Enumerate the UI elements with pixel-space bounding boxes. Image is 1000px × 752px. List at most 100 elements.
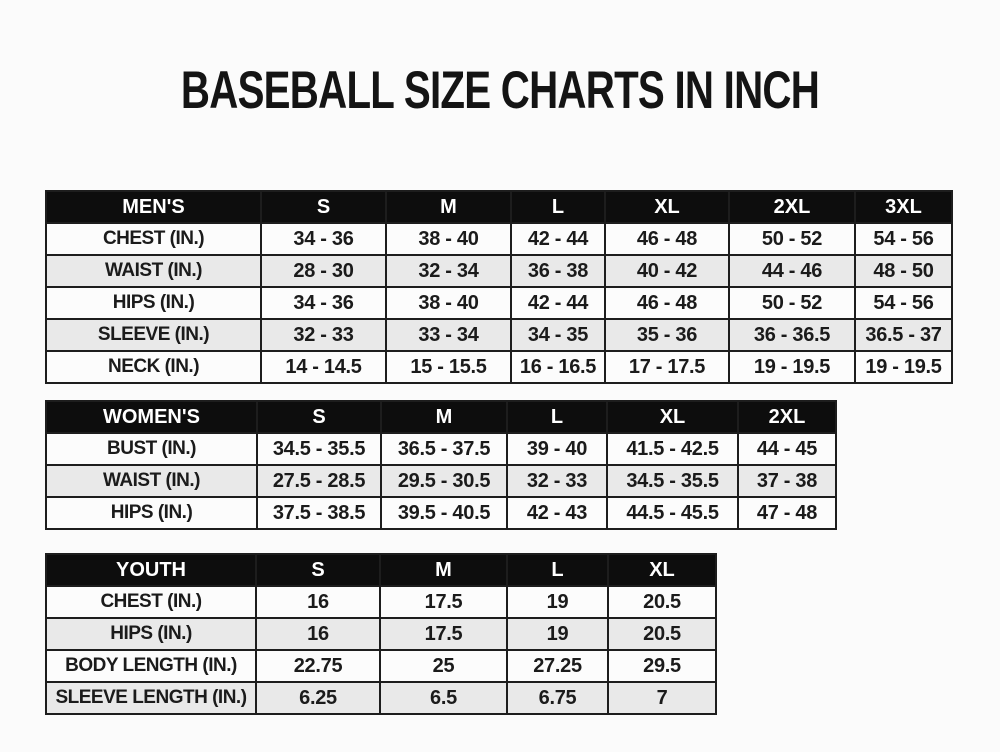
size-column-header: M	[385, 190, 512, 224]
size-value-cell: 19	[506, 617, 609, 651]
size-value-cell: 27.5 - 28.5	[256, 464, 382, 498]
size-column-header: L	[506, 553, 609, 587]
size-value-cell: 7	[607, 681, 717, 715]
table-header-row: WOMEN'S S M L XL 2XL	[45, 400, 837, 434]
womens-size-table: WOMEN'S S M L XL 2XL BUST (IN.) 34.5 - 3…	[45, 400, 837, 530]
table-title-cell: YOUTH	[45, 553, 257, 587]
size-value-cell: 34 - 36	[260, 222, 387, 256]
size-value-cell: 38 - 40	[385, 286, 512, 320]
size-value-cell: 6.25	[255, 681, 381, 715]
size-value-cell: 16 - 16.5	[510, 350, 606, 384]
size-value-cell: 33 - 34	[385, 318, 512, 352]
table-title-cell: WOMEN'S	[45, 400, 258, 434]
table-row: WAIST (IN.) 28 - 30 32 - 34 36 - 38 40 -…	[45, 254, 953, 288]
table-row: CHEST (IN.) 16 17.5 19 20.5	[45, 585, 717, 619]
youth-size-table: YOUTH S M L XL CHEST (IN.) 16 17.5 19 20…	[45, 553, 717, 715]
size-column-header: XL	[604, 190, 730, 224]
size-value-cell: 29.5 - 30.5	[380, 464, 508, 498]
row-label: CHEST (IN.)	[45, 585, 257, 619]
table-title-cell: MEN'S	[45, 190, 262, 224]
size-value-cell: 16	[255, 617, 381, 651]
size-value-cell: 34.5 - 35.5	[256, 432, 382, 466]
size-value-cell: 44.5 - 45.5	[606, 496, 739, 530]
size-value-cell: 6.5	[379, 681, 508, 715]
table-row: NECK (IN.) 14 - 14.5 15 - 15.5 16 - 16.5…	[45, 350, 953, 384]
size-value-cell: 36 - 36.5	[728, 318, 856, 352]
table-row: CHEST (IN.) 34 - 36 38 - 40 42 - 44 46 -…	[45, 222, 953, 256]
size-value-cell: 48 - 50	[854, 254, 953, 288]
size-value-cell: 42 - 44	[510, 286, 606, 320]
size-value-cell: 39.5 - 40.5	[380, 496, 508, 530]
size-column-header: M	[379, 553, 508, 587]
size-value-cell: 34 - 35	[510, 318, 606, 352]
size-value-cell: 54 - 56	[854, 222, 953, 256]
row-label: HIPS (IN.)	[45, 617, 257, 651]
size-value-cell: 19 - 19.5	[854, 350, 953, 384]
size-value-cell: 44 - 45	[737, 432, 837, 466]
size-value-cell: 42 - 43	[506, 496, 608, 530]
size-value-cell: 19	[506, 585, 609, 619]
size-value-cell: 40 - 42	[604, 254, 730, 288]
table-row: HIPS (IN.) 16 17.5 19 20.5	[45, 617, 717, 651]
size-value-cell: 6.75	[506, 681, 609, 715]
table-row: SLEEVE LENGTH (IN.) 6.25 6.5 6.75 7	[45, 681, 717, 715]
size-value-cell: 44 - 46	[728, 254, 856, 288]
size-column-header: 2XL	[728, 190, 856, 224]
row-label: SLEEVE LENGTH (IN.)	[45, 681, 257, 715]
size-value-cell: 47 - 48	[737, 496, 837, 530]
table-row: HIPS (IN.) 34 - 36 38 - 40 42 - 44 46 - …	[45, 286, 953, 320]
row-label: HIPS (IN.)	[45, 286, 262, 320]
size-value-cell: 32 - 33	[260, 318, 387, 352]
size-value-cell: 19 - 19.5	[728, 350, 856, 384]
row-label: WAIST (IN.)	[45, 254, 262, 288]
table-header-row: YOUTH S M L XL	[45, 553, 717, 587]
size-value-cell: 22.75	[255, 649, 381, 683]
size-column-header: XL	[607, 553, 717, 587]
size-value-cell: 32 - 34	[385, 254, 512, 288]
size-value-cell: 39 - 40	[506, 432, 608, 466]
row-label: WAIST (IN.)	[45, 464, 258, 498]
size-column-header: S	[256, 400, 382, 434]
size-column-header: S	[260, 190, 387, 224]
size-value-cell: 17.5	[379, 617, 508, 651]
table-header-row: MEN'S S M L XL 2XL 3XL	[45, 190, 953, 224]
size-value-cell: 29.5	[607, 649, 717, 683]
size-value-cell: 46 - 48	[604, 286, 730, 320]
size-column-header: 3XL	[854, 190, 953, 224]
size-column-header: XL	[606, 400, 739, 434]
size-value-cell: 54 - 56	[854, 286, 953, 320]
table-row: SLEEVE (IN.) 32 - 33 33 - 34 34 - 35 35 …	[45, 318, 953, 352]
size-value-cell: 32 - 33	[506, 464, 608, 498]
size-value-cell: 17.5	[379, 585, 508, 619]
size-value-cell: 38 - 40	[385, 222, 512, 256]
table-row: HIPS (IN.) 37.5 - 38.5 39.5 - 40.5 42 - …	[45, 496, 837, 530]
size-value-cell: 27.25	[506, 649, 609, 683]
size-value-cell: 50 - 52	[728, 286, 856, 320]
row-label: BUST (IN.)	[45, 432, 258, 466]
size-column-header: L	[510, 190, 606, 224]
size-value-cell: 42 - 44	[510, 222, 606, 256]
size-value-cell: 20.5	[607, 585, 717, 619]
size-value-cell: 36.5 - 37.5	[380, 432, 508, 466]
size-value-cell: 41.5 - 42.5	[606, 432, 739, 466]
row-label: BODY LENGTH (IN.)	[45, 649, 257, 683]
page-title: BASEBALL SIZE CHARTS IN INCH	[180, 61, 820, 120]
row-label: NECK (IN.)	[45, 350, 262, 384]
size-value-cell: 36 - 38	[510, 254, 606, 288]
row-label: SLEEVE (IN.)	[45, 318, 262, 352]
size-column-header: S	[255, 553, 381, 587]
size-value-cell: 28 - 30	[260, 254, 387, 288]
size-value-cell: 25	[379, 649, 508, 683]
size-value-cell: 15 - 15.5	[385, 350, 512, 384]
size-column-header: L	[506, 400, 608, 434]
size-value-cell: 17 - 17.5	[604, 350, 730, 384]
size-value-cell: 34.5 - 35.5	[606, 464, 739, 498]
size-value-cell: 20.5	[607, 617, 717, 651]
size-value-cell: 50 - 52	[728, 222, 856, 256]
size-column-header: 2XL	[737, 400, 837, 434]
size-column-header: M	[380, 400, 508, 434]
size-value-cell: 34 - 36	[260, 286, 387, 320]
table-row: WAIST (IN.) 27.5 - 28.5 29.5 - 30.5 32 -…	[45, 464, 837, 498]
size-value-cell: 35 - 36	[604, 318, 730, 352]
row-label: HIPS (IN.)	[45, 496, 258, 530]
